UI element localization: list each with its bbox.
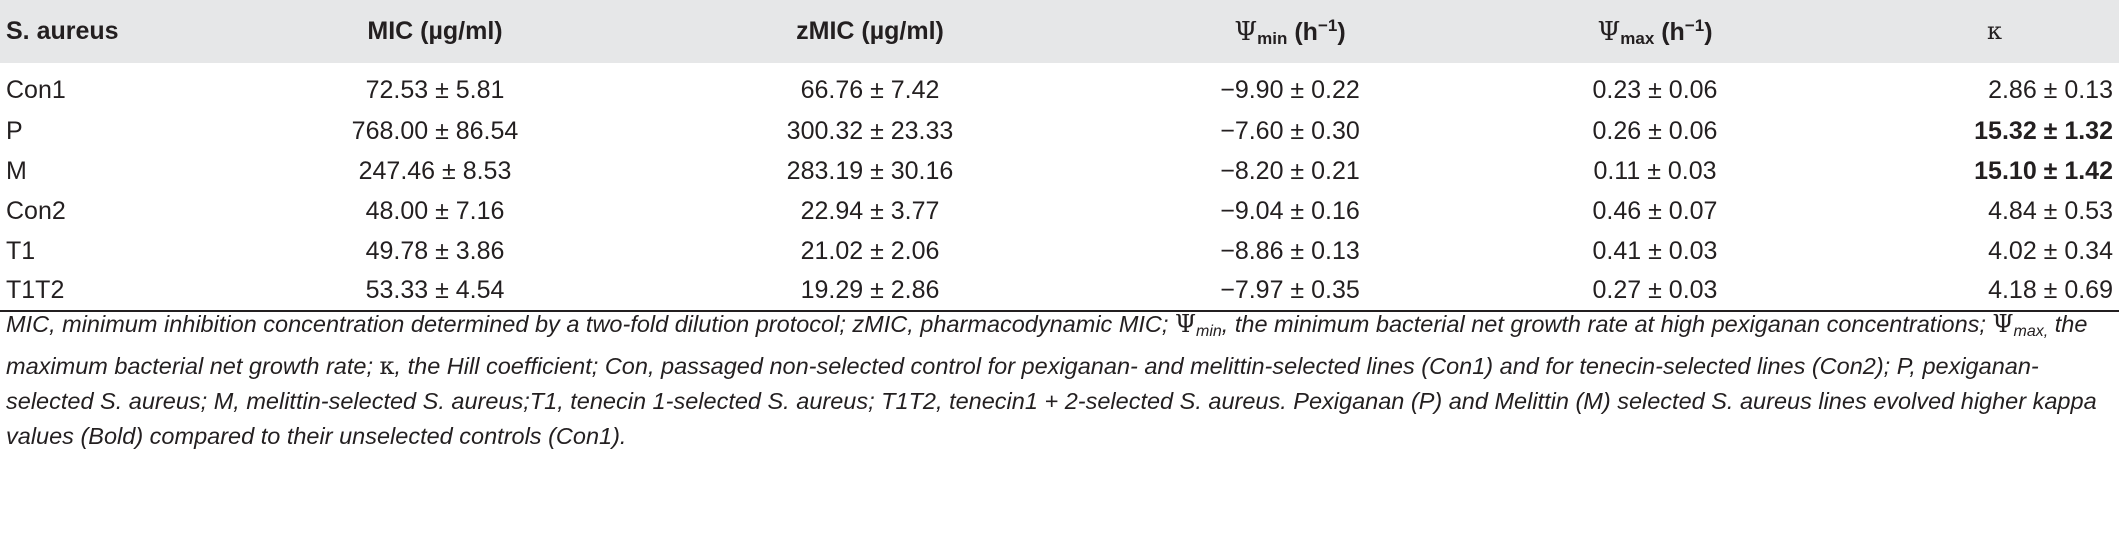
cell-strain: T1 [6, 236, 36, 265]
cell-mic: 49.78 ± 3.86 [365, 236, 505, 265]
psi-symbol: Ψ [1234, 16, 1258, 47]
cell-kappa: 15.32 ± 1.32 [1974, 116, 2113, 145]
cell-psi-max: 0.41 ± 0.03 [1592, 236, 1718, 265]
cell-psi-max: 0.46 ± 0.07 [1592, 196, 1718, 225]
cell-psi-max: 0.11 ± 0.03 [1593, 156, 1717, 185]
psi-min-subscript: min [1257, 28, 1288, 48]
table-row: Con1 72.53 ± 5.81 66.76 ± 7.42 −9.90 ± 0.22… [0, 63, 2119, 111]
header-mic: MIC (µg/ml) [367, 17, 503, 45]
table-caption: MIC, minimum inhibition concentration de… [6, 307, 2111, 454]
psi-symbol: Ψ [1992, 310, 2014, 338]
cell-zmic: 66.76 ± 7.42 [800, 75, 940, 104]
header-psi-min: Ψmin (h−1) [1070, 0, 1510, 63]
table-body: Con1 72.53 ± 5.81 66.76 ± 7.42 −9.90 ± 0.22… [0, 63, 2119, 312]
unit-exponent: −1 [1684, 15, 1705, 35]
cell-psi-min: −7.97 ± 0.35 [1070, 271, 1510, 312]
header-kappa: κ [1800, 0, 2119, 63]
cell-mic: 72.53 ± 5.81 [365, 75, 505, 104]
cell-mic: 48.00 ± 7.16 [365, 196, 505, 225]
cell-zmic: 300.32 ± 23.33 [786, 116, 954, 145]
caption-text: MIC, minimum inhibition concentration de… [6, 311, 1175, 337]
cell-zmic: 22.94 ± 3.77 [800, 196, 940, 225]
max-subscript-text: max [2013, 323, 2044, 340]
table-row: Con2 48.00 ± 7.16 22.94 ± 3.77 −9.04 ± 0.16… [0, 191, 2119, 231]
max-subscript: max, [2014, 323, 2049, 340]
cell-zmic: 19.29 ± 2.86 [670, 271, 1070, 312]
table-header: S. aureus MIC (µg/ml) zMIC (µg/ml) Ψmin … [0, 0, 2119, 63]
cell-kappa: 4.02 ± 0.34 [1988, 236, 2113, 265]
unit-suffix: ) [1704, 17, 1713, 46]
cell-psi-min: −9.04 ± 0.16 [1220, 196, 1360, 225]
min-subscript: min [1196, 323, 1222, 340]
cell-strain: Con2 [6, 196, 66, 225]
cell-strain: M [6, 156, 27, 185]
header-row: S. aureus MIC (µg/ml) zMIC (µg/ml) Ψmin … [0, 0, 2119, 63]
table-row: P 768.00 ± 86.54 300.32 ± 23.33 −7.60 ± 0.3… [0, 111, 2119, 151]
cell-mic: 53.33 ± 4.54 [200, 271, 670, 312]
max-subscript-separator: , [2043, 323, 2049, 340]
cell-psi-min: −9.90 ± 0.22 [1220, 75, 1360, 104]
table-row: M 247.46 ± 8.53 283.19 ± 30.16 −8.20 ± 0.21… [0, 151, 2119, 191]
unit-prefix: (h [1294, 17, 1318, 46]
cell-kappa: 4.18 ± 0.69 [1800, 271, 2119, 312]
cell-strain: Con1 [6, 75, 66, 104]
header-psi-max: Ψmax (h−1) [1510, 0, 1800, 63]
caption-text: , the Hill coefficient; Con, passaged no… [6, 353, 2097, 449]
kappa-symbol: κ [379, 352, 395, 380]
cell-zmic: 283.19 ± 30.16 [786, 156, 954, 185]
cell-mic: 768.00 ± 86.54 [351, 116, 519, 145]
cell-zmic: 21.02 ± 2.06 [800, 236, 940, 265]
caption-text: the maximum bacterial net growth rate; [6, 311, 2088, 379]
psi-symbol: Ψ [1597, 16, 1621, 47]
psi-max-subscript: max [1620, 28, 1655, 48]
unit-prefix: (h [1661, 17, 1685, 46]
table-row: T1T2 53.33 ± 4.54 19.29 ± 2.86 −7.97 ± 0.35… [0, 271, 2119, 312]
cell-mic: 247.46 ± 8.53 [358, 156, 512, 185]
unit-suffix: ) [1337, 17, 1346, 46]
cell-psi-min: −8.86 ± 0.13 [1220, 236, 1360, 265]
cell-psi-max: 0.23 ± 0.06 [1592, 75, 1718, 104]
cell-kappa: 15.10 ± 1.42 [1974, 156, 2113, 185]
cell-psi-max: 0.27 ± 0.03 [1510, 271, 1800, 312]
cell-psi-min: −7.60 ± 0.30 [1220, 116, 1360, 145]
cell-psi-min: −8.20 ± 0.21 [1220, 156, 1360, 185]
cell-psi-max: 0.26 ± 0.06 [1592, 116, 1718, 145]
kappa-symbol: κ [1987, 17, 2002, 45]
caption-text: , the minimum bacterial net growth rate … [1221, 311, 1993, 337]
header-strain: S. aureus [6, 17, 119, 45]
cell-kappa: 4.84 ± 0.53 [1988, 196, 2113, 225]
header-zmic: zMIC (µg/ml) [796, 17, 944, 45]
cell-strain: P [6, 116, 23, 145]
cell-strain: T1T2 [0, 271, 200, 312]
results-table: S. aureus MIC (µg/ml) zMIC (µg/ml) Ψmin … [0, 0, 2119, 312]
table-row: T1 49.78 ± 3.86 21.02 ± 2.06 −8.86 ± 0.13 0.… [0, 231, 2119, 271]
cell-kappa: 2.86 ± 0.13 [1988, 75, 2113, 104]
unit-exponent: −1 [1317, 15, 1338, 35]
psi-symbol: Ψ [1174, 310, 1196, 338]
